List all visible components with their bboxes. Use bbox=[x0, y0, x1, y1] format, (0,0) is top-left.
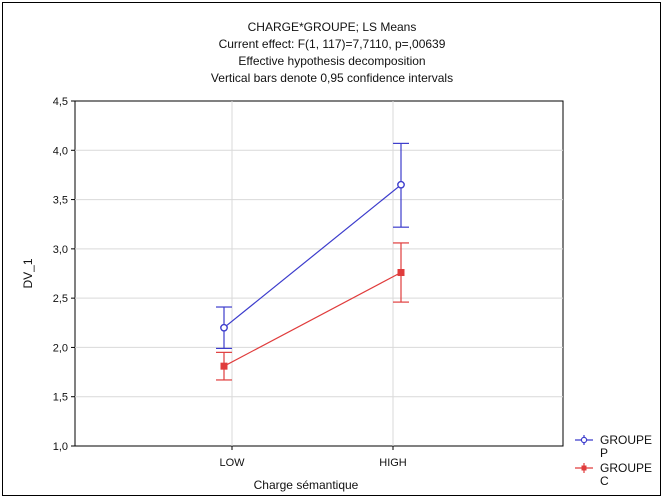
title-line: Effective hypothesis decomposition bbox=[238, 54, 425, 68]
plot-area bbox=[74, 100, 564, 447]
chart-title: CHARGE*GROUPE; LS Means Current effect: F… bbox=[211, 20, 453, 85]
x-tick-label: HIGH bbox=[379, 457, 407, 469]
data-point bbox=[220, 362, 228, 370]
y-tick-label: 1,0 bbox=[53, 441, 68, 453]
y-axis: 1,0 1,5 2,0 2,5 3,0 3,5 4,0 4,5 bbox=[53, 96, 75, 453]
legend-label: C bbox=[600, 474, 609, 488]
data-point bbox=[397, 180, 405, 189]
y-tick-label: 4,0 bbox=[53, 145, 68, 157]
title-line: Vertical bars denote 0,95 confidence int… bbox=[211, 71, 453, 85]
series bbox=[216, 142, 409, 381]
legend-label: GROUPE bbox=[600, 461, 652, 475]
series-groupe-c bbox=[216, 242, 409, 381]
legend-label: P bbox=[600, 446, 608, 460]
x-axis-label: Charge sémantique bbox=[254, 478, 359, 492]
grid bbox=[75, 101, 563, 446]
y-tick-label: 3,0 bbox=[53, 244, 68, 256]
x-axis: LOW HIGH bbox=[219, 446, 407, 469]
y-axis-label: DV_1 bbox=[21, 258, 35, 288]
y-tick-label: 2,0 bbox=[53, 342, 68, 354]
y-tick-label: 2,5 bbox=[53, 293, 68, 305]
y-tick-label: 1,5 bbox=[53, 392, 68, 404]
title-line: Current effect: F(1, 117)=7,7110, p=,006… bbox=[219, 37, 446, 51]
y-tick-label: 3,5 bbox=[53, 195, 68, 207]
data-point bbox=[220, 323, 228, 332]
data-point bbox=[397, 269, 405, 277]
series-line bbox=[223, 184, 402, 329]
x-tick-label: LOW bbox=[219, 457, 245, 469]
series-line bbox=[223, 271, 402, 367]
legend-label: GROUPE bbox=[600, 433, 652, 447]
series-groupe-p bbox=[216, 142, 409, 350]
title-line: CHARGE*GROUPE; LS Means bbox=[248, 20, 417, 34]
legend-marker bbox=[580, 436, 588, 444]
y-tick-label: 4,5 bbox=[53, 96, 68, 108]
legend-marker bbox=[581, 465, 587, 471]
